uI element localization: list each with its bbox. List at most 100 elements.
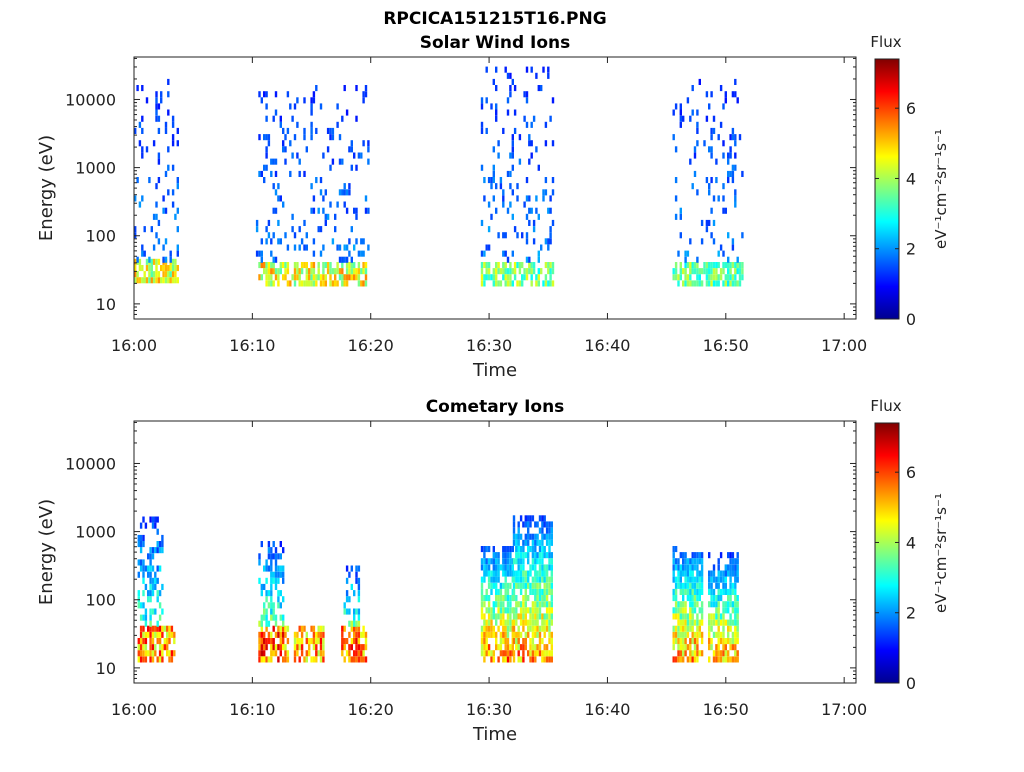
heatmap-cell <box>345 189 349 196</box>
heatmap-cell <box>293 631 297 638</box>
heatmap-cell <box>550 601 553 608</box>
heatmap-cell <box>722 638 725 645</box>
heatmap-cell <box>308 268 311 275</box>
heatmap-cell <box>274 189 278 196</box>
heatmap-cell <box>141 152 144 159</box>
heatmap-cell <box>341 189 344 196</box>
heatmap-cell <box>710 576 713 583</box>
heatmap-cell <box>550 527 553 534</box>
heatmap-cell <box>485 588 488 595</box>
heatmap-cell <box>157 177 161 184</box>
heatmap-cell <box>534 558 537 565</box>
heatmap-cell <box>722 625 725 632</box>
heatmap-cell <box>495 613 498 620</box>
heatmap-cell <box>543 570 546 577</box>
heatmap-cell <box>536 625 539 632</box>
heatmap-cell <box>708 613 711 620</box>
heatmap-cell <box>274 547 278 554</box>
heatmap-cell <box>319 280 323 287</box>
heatmap-cell <box>284 625 287 632</box>
heatmap-cell <box>345 608 349 615</box>
heatmap-cell <box>693 595 697 602</box>
heatmap-cell <box>139 565 143 572</box>
heatmap-cell <box>547 268 550 275</box>
heatmap-cell <box>141 195 144 202</box>
heatmap-cell <box>684 588 687 595</box>
heatmap-cell <box>502 558 505 565</box>
heatmap-cell <box>272 158 275 165</box>
heatmap-cell <box>149 577 152 584</box>
heatmap-cell <box>734 152 737 159</box>
heatmap-cell <box>322 195 325 202</box>
heatmap-cell <box>315 177 318 184</box>
heatmap-cell <box>729 619 732 626</box>
heatmap-cell <box>331 268 335 275</box>
heatmap-cell <box>274 274 278 281</box>
heatmap-cell <box>480 613 484 620</box>
colorbar-tick-label: 0 <box>906 310 916 329</box>
heatmap-cell <box>705 177 709 184</box>
heatmap-cell <box>534 601 537 608</box>
heatmap-cell <box>483 558 486 565</box>
heatmap-cell <box>534 644 537 651</box>
heatmap-cell <box>531 533 535 540</box>
heatmap-cell <box>336 201 339 208</box>
heatmap-cell <box>517 625 520 632</box>
page-title: RPCICA151215T16.PNG <box>383 9 606 29</box>
heatmap-cell <box>512 631 516 638</box>
heatmap-cell <box>708 280 711 287</box>
heatmap-cell <box>689 570 692 577</box>
heatmap-cell <box>158 644 162 651</box>
heatmap-cell <box>338 244 342 251</box>
heatmap-cell <box>672 576 675 583</box>
heatmap-cell <box>134 127 137 134</box>
heatmap-cell <box>727 268 730 275</box>
heatmap-cell <box>277 656 280 663</box>
heatmap-cell <box>157 103 161 110</box>
heatmap-cell <box>136 85 139 92</box>
heatmap-cell <box>282 274 285 281</box>
heatmap-cell <box>480 274 484 281</box>
heatmap-cell <box>497 570 500 577</box>
heatmap-cell <box>540 268 543 275</box>
heatmap-cell <box>319 226 323 233</box>
heatmap-cell <box>483 195 486 202</box>
heatmap-cell <box>345 256 349 263</box>
heatmap-cell <box>548 546 551 553</box>
heatmap-cell <box>524 601 527 608</box>
heatmap-cell <box>536 607 539 614</box>
heatmap-cell <box>698 78 701 85</box>
heatmap-cell <box>717 625 720 632</box>
heatmap-cell <box>513 268 517 275</box>
heatmap-cell <box>727 631 730 638</box>
heatmap-cell <box>693 601 697 608</box>
heatmap-cell <box>492 601 495 608</box>
heatmap-cell <box>686 619 690 626</box>
heatmap-cell <box>682 588 685 595</box>
heatmap-cell <box>736 613 739 620</box>
heatmap-cell <box>543 644 546 651</box>
heatmap-cell <box>293 103 297 110</box>
heatmap-cell <box>731 570 735 577</box>
heatmap-cell <box>708 552 711 559</box>
heatmap-cell <box>693 588 697 595</box>
heatmap-cell <box>364 656 368 663</box>
heatmap-cell <box>139 547 143 554</box>
heatmap-cell <box>497 280 500 287</box>
heatmap-cell <box>284 134 287 141</box>
heatmap-cell <box>715 619 718 626</box>
heatmap-cell <box>696 268 699 275</box>
heatmap-cell <box>551 219 555 226</box>
heatmap-cell <box>495 280 498 287</box>
heatmap-cell <box>144 614 148 621</box>
heatmap-cell <box>698 619 701 626</box>
heatmap-cell <box>724 564 727 571</box>
heatmap-cell <box>693 564 697 571</box>
heatmap-cell <box>527 570 530 577</box>
heatmap-cell <box>516 262 519 269</box>
heatmap-cell <box>712 274 716 281</box>
heatmap-cell <box>296 638 299 645</box>
x-tick-label: 16:00 <box>111 336 157 355</box>
heatmap-cell <box>343 244 346 251</box>
